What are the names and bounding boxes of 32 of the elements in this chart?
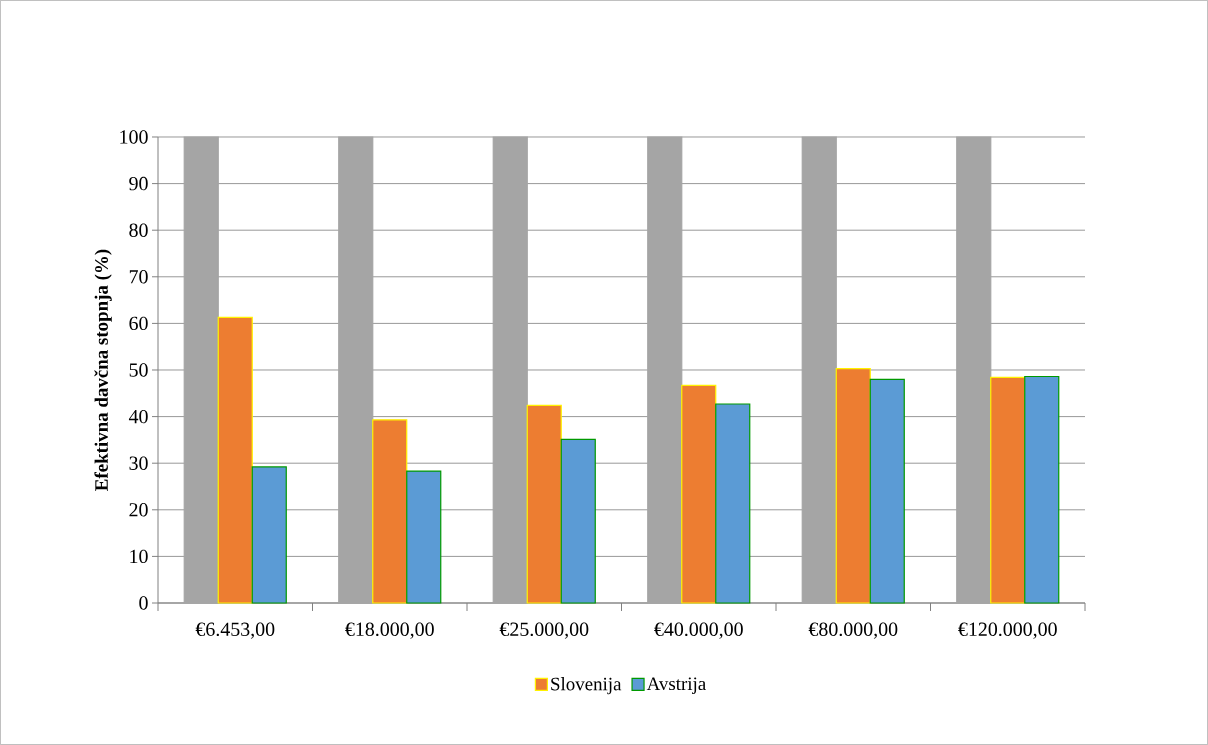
bar [715,403,751,604]
y-tick-label: 0 [139,596,148,610]
legend-label: Slovenija [551,677,622,695]
bar [990,376,1026,604]
bar [251,466,287,604]
y-axis-title: Efektivna davčna stopnja (%) [94,249,112,491]
legend-label: Avstrija [646,677,706,694]
bar [526,404,562,604]
bar [406,470,442,604]
y-tick-label: 50 [129,363,148,377]
x-tick-label: €18.000,00 [345,622,434,639]
y-tick-label: 30 [129,456,148,470]
y-tick-label: 60 [129,316,148,331]
x-tick-label: €40.000,00 [654,622,743,639]
bar [1024,375,1060,604]
x-tick-label: €80.000,00 [808,622,898,639]
y-tick-label: 80 [129,223,148,237]
y-tick-label: 90 [129,176,148,191]
y-tick-label: 20 [129,503,148,517]
bar [835,368,871,604]
bar [869,378,905,604]
bar [372,419,408,604]
x-tick-label: €120.000,00 [958,622,1057,639]
y-tick-label: 10 [130,549,148,564]
y-tick-label: 70 [129,270,148,284]
bar [681,384,717,604]
x-tick-label: €6.453,00 [195,622,275,639]
bar [217,316,253,604]
x-tick-label: €25.000,00 [499,622,589,639]
bar [560,438,596,604]
y-tick-label: 40 [128,409,148,424]
y-tick-label: 100 [120,130,148,144]
